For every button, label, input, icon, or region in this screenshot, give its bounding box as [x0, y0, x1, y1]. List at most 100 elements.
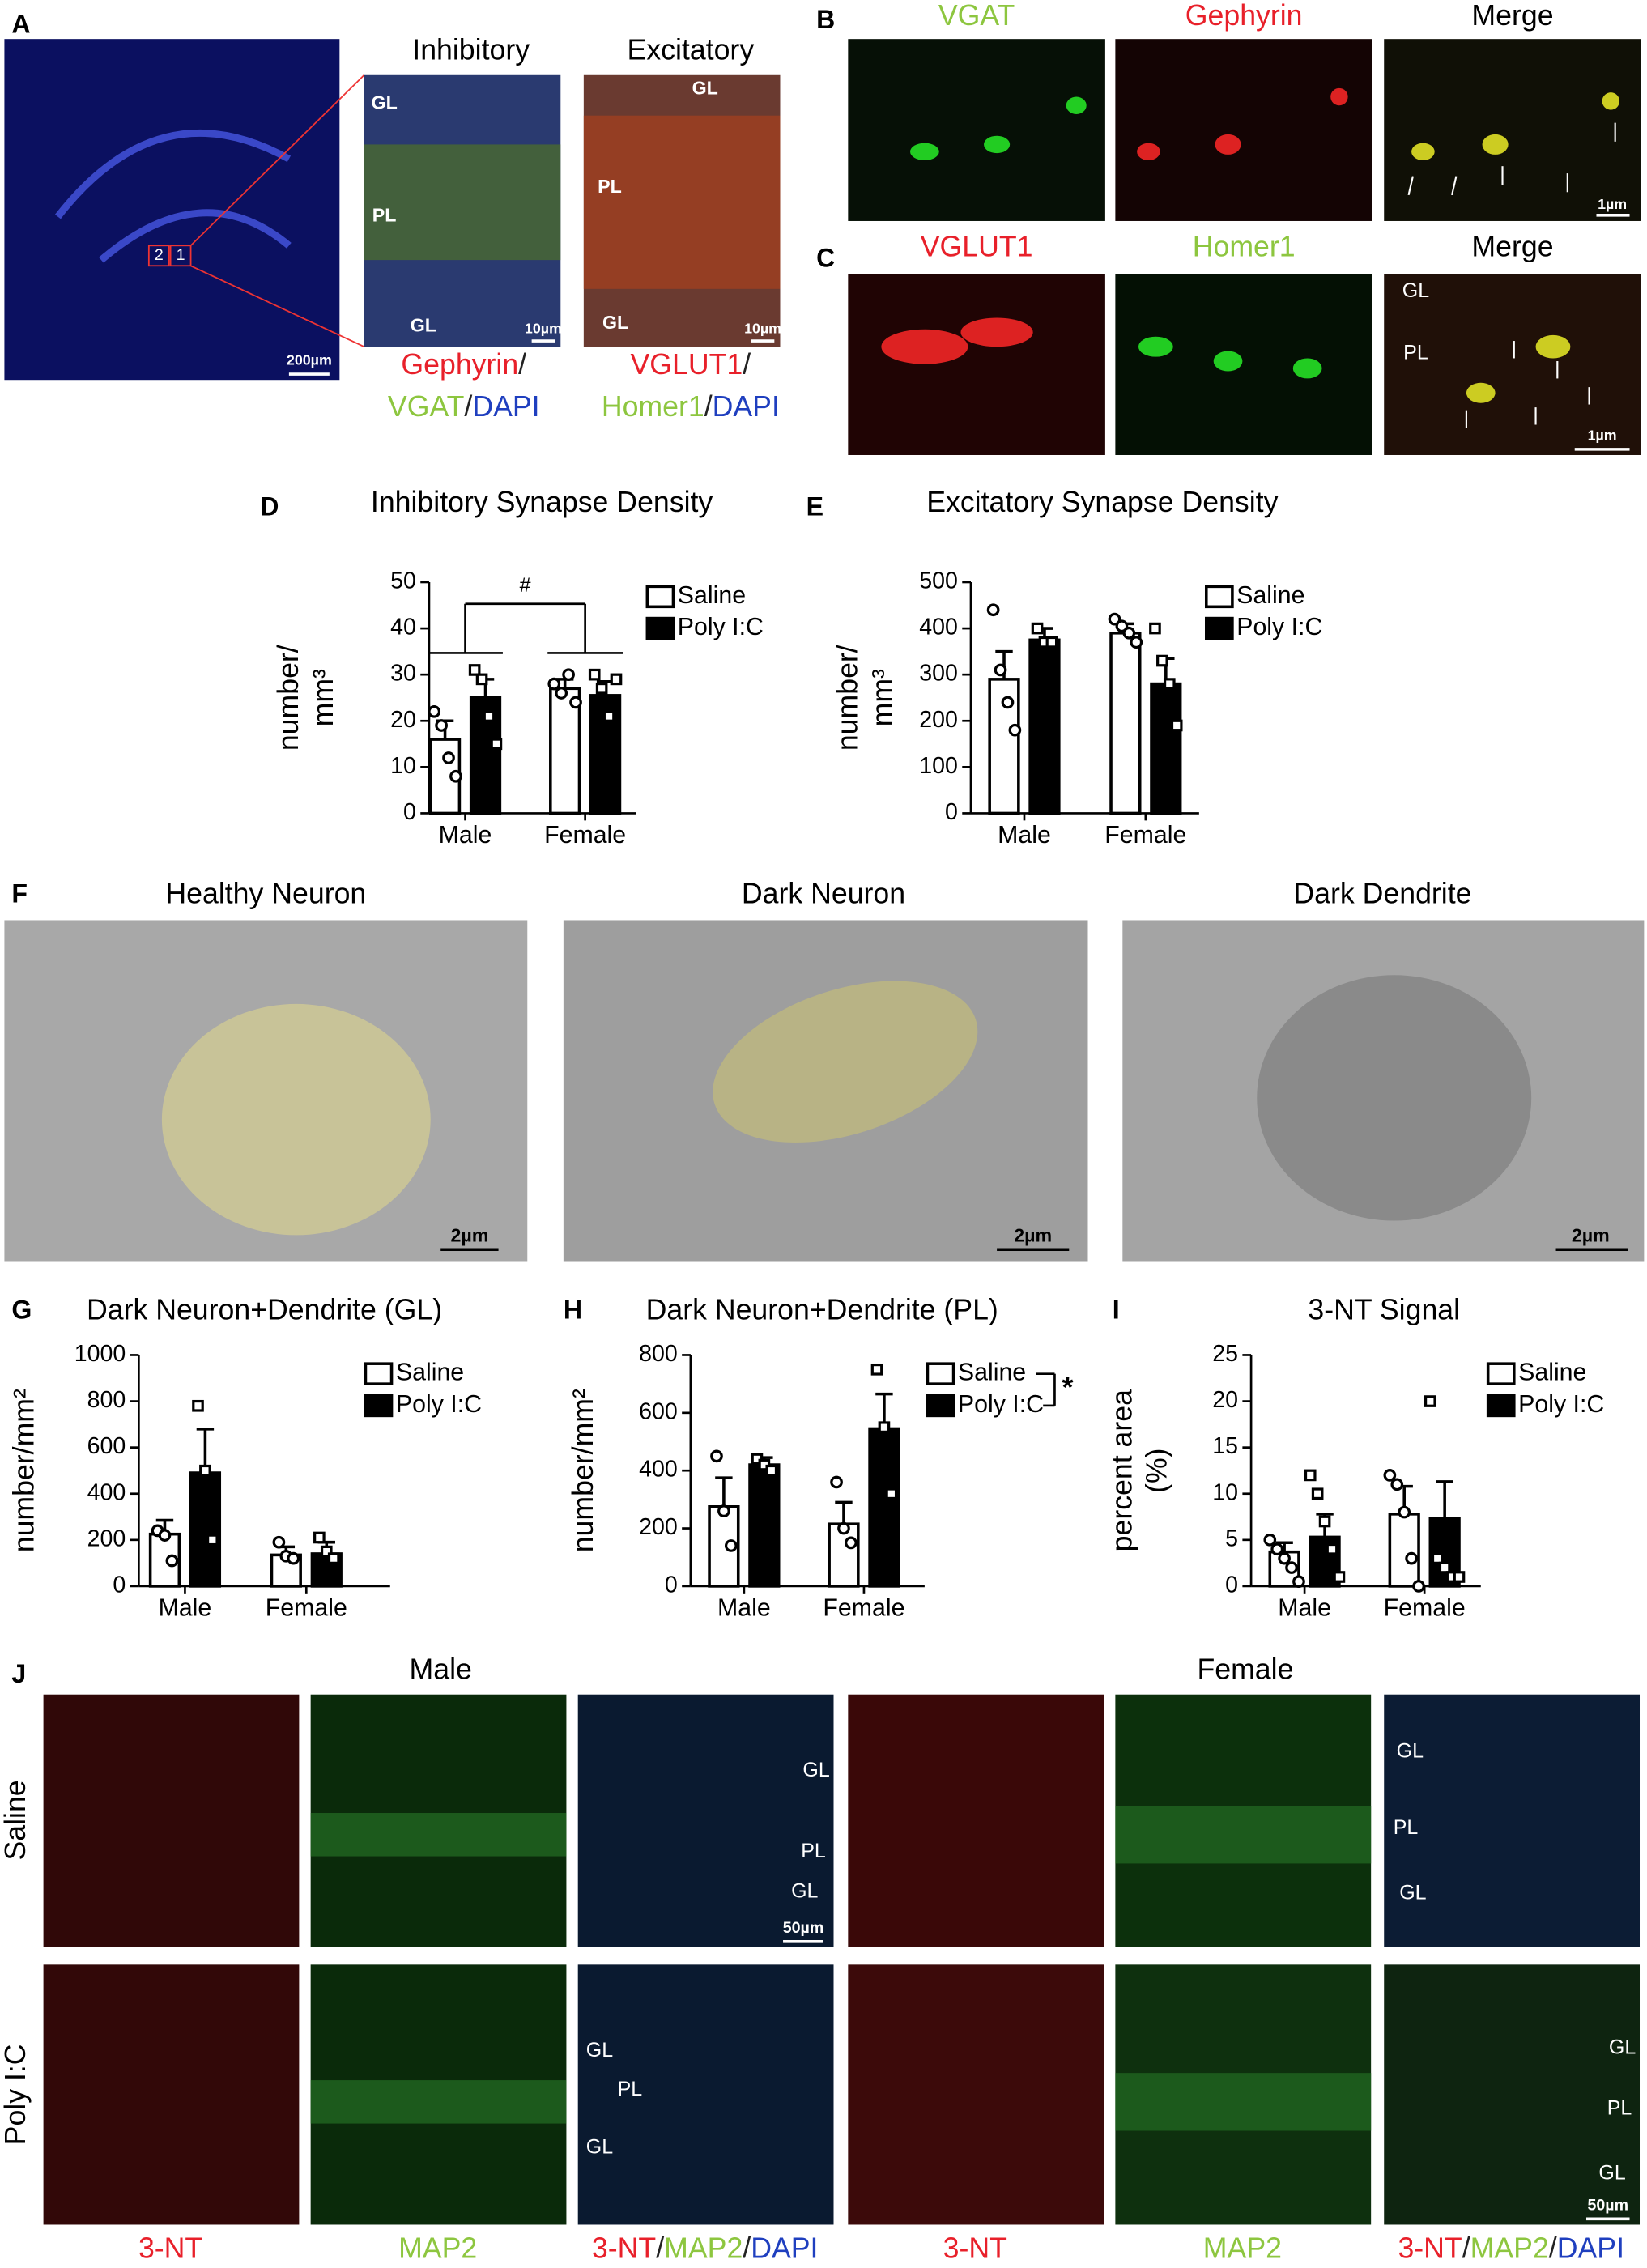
caption-part: MAP2 — [1203, 2232, 1282, 2265]
scale-bars — [288, 214, 1630, 2221]
caption-part: / — [704, 390, 713, 423]
data-point — [1424, 1395, 1436, 1407]
data-point — [1292, 1575, 1305, 1589]
scale-bar-label: 2µm — [1572, 1224, 1610, 1245]
region-label: PL — [801, 1840, 826, 1862]
caption-part: 3-NT — [943, 2232, 1007, 2265]
x-tick-label: Female — [1384, 1594, 1466, 1621]
chart-title: Dark Neuron+Dendrite (GL) — [87, 1293, 442, 1325]
region-label: PL — [618, 2078, 643, 2100]
y-tick-label: 0 — [945, 799, 958, 825]
data-point — [1122, 626, 1136, 640]
nucleus-overlay — [713, 981, 978, 1143]
data-point — [1278, 1551, 1291, 1565]
data-point — [199, 1464, 211, 1477]
caption-part: MAP2 — [1470, 2232, 1549, 2265]
arrows — [1407, 122, 1616, 428]
y-axis-label: number/mm² — [8, 1389, 40, 1552]
chart-title: Excitatory Synapse Density — [926, 486, 1278, 518]
roi-box — [147, 245, 170, 267]
data-point — [442, 751, 455, 764]
data-point — [1412, 1580, 1425, 1593]
image-header: Gephyrin — [1185, 0, 1303, 32]
caption-part: VGLUT1 — [631, 349, 743, 381]
caption: VGAT/DAPI — [388, 390, 540, 423]
scale-bar-label: 2µm — [450, 1224, 488, 1245]
y-tick-label: 5 — [1225, 1525, 1238, 1551]
data-point — [1149, 622, 1161, 635]
region-label: GL — [791, 1880, 818, 1903]
y-tick-label: 600 — [87, 1433, 126, 1459]
chart-title: 3-NT Signal — [1308, 1293, 1460, 1325]
zoom-line — [189, 74, 365, 246]
group-header: Male — [410, 1653, 472, 1686]
legend-label: Saline — [678, 582, 746, 609]
data-point — [562, 668, 575, 682]
data-point — [1008, 723, 1022, 737]
data-point — [165, 1554, 179, 1568]
data-point — [1326, 1542, 1338, 1555]
region-label: PL — [598, 176, 622, 197]
overview-image — [4, 39, 340, 381]
bar — [270, 1553, 302, 1588]
data-point — [475, 673, 488, 686]
dark-dendrite — [1257, 975, 1532, 1221]
y-tick-label: 30 — [390, 661, 416, 687]
image-header: VGAT — [938, 0, 1015, 32]
scale-bar-label: 10µm — [525, 320, 562, 336]
zoom-line — [190, 265, 365, 347]
data-point — [845, 1536, 858, 1550]
bar — [1150, 682, 1182, 815]
data-point — [1156, 654, 1168, 667]
panel-letter: F — [11, 879, 28, 908]
scale-bar-label: 1µm — [1588, 428, 1617, 444]
caption-part: DAPI — [751, 2232, 818, 2265]
y-tick-label: 200 — [87, 1525, 126, 1551]
image-header: VGLUT1 — [921, 230, 1033, 262]
puncta — [881, 87, 1348, 364]
data-point — [313, 1531, 326, 1544]
row-label: Poly I:C — [0, 2044, 32, 2145]
caption-part: / — [518, 349, 526, 381]
data-point — [1163, 678, 1176, 690]
data-point — [272, 1535, 286, 1549]
x-tick-label: Female — [266, 1594, 347, 1621]
legend-swatch — [364, 1362, 394, 1385]
caption-part: MAP2 — [398, 2232, 477, 2265]
data-point — [1130, 636, 1143, 649]
data-point — [1170, 719, 1183, 732]
region-label: GL — [1397, 1740, 1424, 1763]
y-tick-label: 0 — [403, 799, 416, 825]
data-point — [468, 664, 481, 676]
annotation: # — [520, 574, 531, 597]
data-point — [1108, 612, 1121, 626]
image-header: Merge — [1471, 0, 1553, 32]
bar — [1109, 631, 1142, 815]
region-label: GL — [692, 78, 718, 99]
data-point — [428, 704, 441, 718]
panel-letter: J — [11, 1659, 26, 1688]
legend-label: Poly I:C — [958, 1391, 1044, 1418]
inhibitory-layer — [364, 144, 561, 261]
data-point — [192, 1399, 204, 1412]
legend-label: Saline — [1236, 582, 1304, 609]
caption-part: Gephyrin — [401, 349, 518, 381]
data-point — [837, 1521, 850, 1535]
data-point — [588, 668, 601, 681]
panel-letter: D — [260, 491, 279, 521]
y-axis-label: (%) — [1140, 1448, 1172, 1492]
legend-swatch — [1204, 616, 1234, 640]
data-point — [569, 696, 582, 709]
image-header: Homer1 — [1193, 230, 1296, 262]
chart-title: Inhibitory Synapse Density — [371, 486, 713, 518]
data-point — [1438, 1561, 1451, 1574]
caption: 3-NT — [138, 2232, 202, 2265]
caption-part: MAP2 — [664, 2232, 743, 2265]
legend-label: Poly I:C — [678, 614, 764, 640]
nucleus-overlay — [161, 1003, 431, 1236]
bar — [748, 1463, 781, 1588]
vgat-image — [848, 39, 1105, 221]
caption-part: DAPI — [472, 390, 539, 423]
legend-swatch — [364, 1394, 394, 1418]
y-tick-label: 0 — [113, 1572, 126, 1598]
